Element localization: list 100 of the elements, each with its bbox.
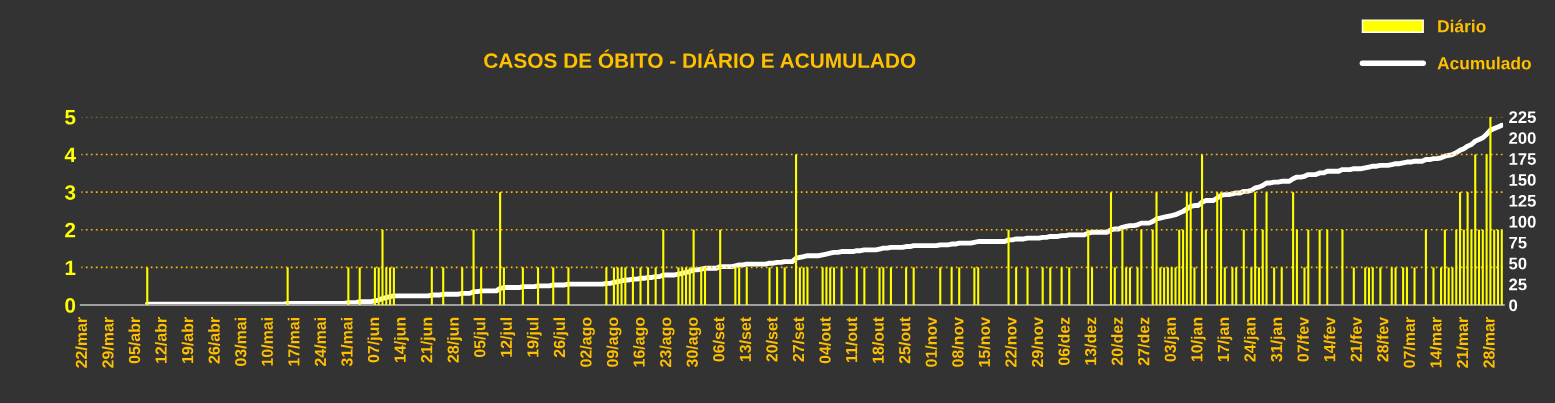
x-tick-label: 07/mar <box>1403 317 1416 368</box>
bar <box>734 267 737 306</box>
x-tick-label: 27/dez <box>1137 317 1150 366</box>
bar <box>1447 267 1450 306</box>
bar <box>1166 267 1169 306</box>
bar <box>681 267 684 306</box>
x-tick-label: 28/fev <box>1376 316 1389 362</box>
bar <box>798 267 801 306</box>
bar <box>1280 267 1283 306</box>
bar <box>1295 229 1298 306</box>
x-tick-label: 14/fev <box>1323 316 1336 362</box>
y2-tick-label: 100 <box>1509 215 1536 228</box>
x-tick-label: 21/fev <box>1350 316 1363 362</box>
x-tick-label: 24/mai <box>314 318 327 367</box>
bar <box>1367 267 1371 306</box>
bar <box>1341 229 1344 306</box>
bar <box>1026 267 1029 306</box>
x-tick-label: 12/abr <box>154 317 167 363</box>
bar <box>905 267 908 306</box>
bar <box>521 267 524 306</box>
bar <box>442 267 445 306</box>
bar <box>1113 267 1116 306</box>
y2-tick-label: 75 <box>1509 236 1527 249</box>
bar <box>389 267 392 306</box>
x-tick-label: 22/mar <box>75 317 88 368</box>
x-tick-label: 10/jan <box>1190 317 1206 362</box>
bar <box>1371 267 1374 306</box>
bar <box>1155 192 1158 306</box>
x-tick-label: 19/abr <box>181 317 194 363</box>
bar <box>1090 267 1094 306</box>
y-tick-label: 4 <box>64 147 76 163</box>
bar <box>1219 192 1223 306</box>
bar <box>1364 267 1367 306</box>
bar <box>1041 267 1044 306</box>
bar <box>654 267 657 306</box>
bar <box>677 267 680 306</box>
bar <box>1250 267 1253 306</box>
bar <box>480 267 483 306</box>
x-tick-label: 26/jul <box>553 318 569 358</box>
bar <box>286 267 289 306</box>
bar <box>647 267 650 306</box>
bar <box>700 267 703 306</box>
bar <box>821 267 824 306</box>
bar <box>499 192 502 306</box>
x-tick-label: 03/jan <box>1164 317 1180 362</box>
bar <box>537 267 540 306</box>
bar <box>889 267 892 306</box>
x-tick-label: 14/mar <box>1429 317 1442 368</box>
bar <box>624 267 627 306</box>
bar <box>631 267 634 306</box>
bar <box>958 267 961 306</box>
bar <box>1128 267 1131 306</box>
x-tick-label: 24/jan <box>1243 317 1259 362</box>
bar <box>567 267 570 306</box>
bar <box>639 267 642 306</box>
bar <box>688 267 691 306</box>
bar <box>662 229 665 306</box>
bar <box>1432 267 1435 306</box>
bar <box>552 267 555 306</box>
bar <box>605 267 608 306</box>
x-tick-label: 25/out <box>898 317 911 364</box>
bar <box>1204 229 1207 306</box>
bar <box>1326 229 1329 306</box>
bar <box>1307 229 1310 306</box>
bar <box>373 267 376 306</box>
x-tick-label: 02/ago <box>579 317 595 367</box>
bar <box>1462 229 1465 306</box>
x-tick-label: 23/ago <box>659 317 675 367</box>
bar <box>1318 229 1321 306</box>
x-tick-label: 29/nov <box>1031 316 1044 367</box>
bar <box>1481 229 1484 306</box>
bar <box>1125 267 1128 306</box>
bar <box>1242 229 1245 306</box>
bar <box>1443 229 1446 306</box>
bar <box>1459 192 1462 306</box>
bar <box>684 267 688 306</box>
bar <box>1292 192 1295 306</box>
x-tick-label: 12/jul <box>500 318 516 357</box>
bar <box>1170 267 1173 306</box>
y-tick-label: 0 <box>65 298 76 313</box>
bar <box>347 267 350 306</box>
chart-title: CASOS DE ÓBITO - DIÁRIO E ACUMULADO <box>484 49 916 69</box>
bar <box>1223 267 1226 306</box>
x-tick-label: 18/out <box>872 317 884 363</box>
bar <box>1163 267 1166 306</box>
bar <box>1068 267 1071 306</box>
bar <box>973 267 976 306</box>
x-tick-label: 22/nov <box>1004 316 1017 367</box>
x-tick-label: 31/jan <box>1270 317 1286 362</box>
bar <box>1390 267 1393 306</box>
x-tick-label: 30/ago <box>686 317 702 368</box>
legend-label: Diário <box>1438 19 1486 33</box>
bar <box>1440 267 1443 306</box>
bar <box>1394 267 1397 306</box>
x-tick-label: 13/dez <box>1084 317 1097 365</box>
bar <box>1216 192 1219 306</box>
y2-tick-label: 225 <box>1509 111 1536 124</box>
bar <box>616 267 619 306</box>
bar <box>912 267 915 306</box>
bar <box>1185 192 1188 306</box>
